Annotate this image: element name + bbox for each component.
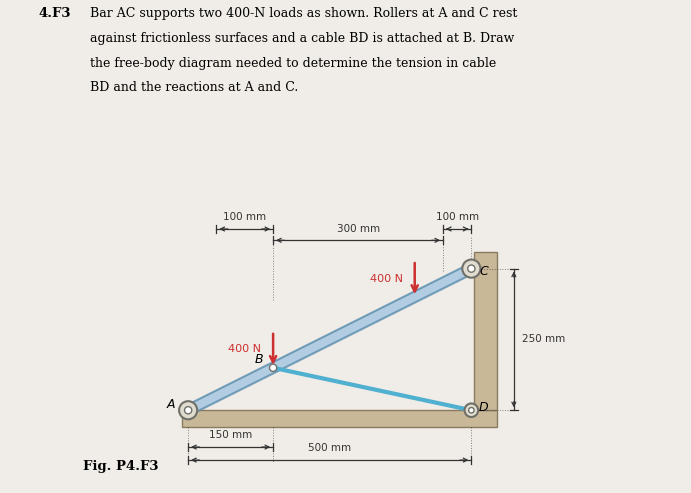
Polygon shape [474, 251, 497, 410]
Circle shape [468, 265, 475, 272]
Text: Bar AC supports two 400-N loads as shown. Rollers at A and C rest: Bar AC supports two 400-N loads as shown… [90, 7, 517, 20]
Polygon shape [186, 264, 473, 415]
Text: 100 mm: 100 mm [435, 212, 479, 222]
Text: B: B [255, 353, 263, 366]
Text: 4.F3: 4.F3 [38, 7, 70, 20]
Text: BD and the reactions at A and C.: BD and the reactions at A and C. [90, 81, 298, 94]
Text: 300 mm: 300 mm [337, 223, 379, 234]
Text: the free-body diagram needed to determine the tension in cable: the free-body diagram needed to determin… [90, 57, 496, 70]
Text: 100 mm: 100 mm [223, 212, 266, 222]
Text: 400 N: 400 N [370, 274, 403, 283]
Circle shape [184, 407, 192, 414]
Text: C: C [480, 265, 489, 278]
Circle shape [269, 364, 276, 371]
Polygon shape [182, 410, 497, 427]
Text: 250 mm: 250 mm [522, 334, 565, 345]
Text: Fig. P4.F3: Fig. P4.F3 [83, 460, 158, 473]
Circle shape [464, 403, 478, 417]
Text: 150 mm: 150 mm [209, 430, 252, 440]
Text: 500 mm: 500 mm [308, 443, 351, 453]
Text: A: A [167, 398, 176, 411]
Circle shape [468, 408, 474, 413]
Circle shape [462, 260, 480, 278]
Text: 400 N: 400 N [228, 344, 261, 354]
Circle shape [179, 401, 197, 420]
Text: against frictionless surfaces and a cable BD is attached at B. Draw: against frictionless surfaces and a cabl… [90, 32, 514, 45]
Text: D: D [479, 401, 489, 414]
